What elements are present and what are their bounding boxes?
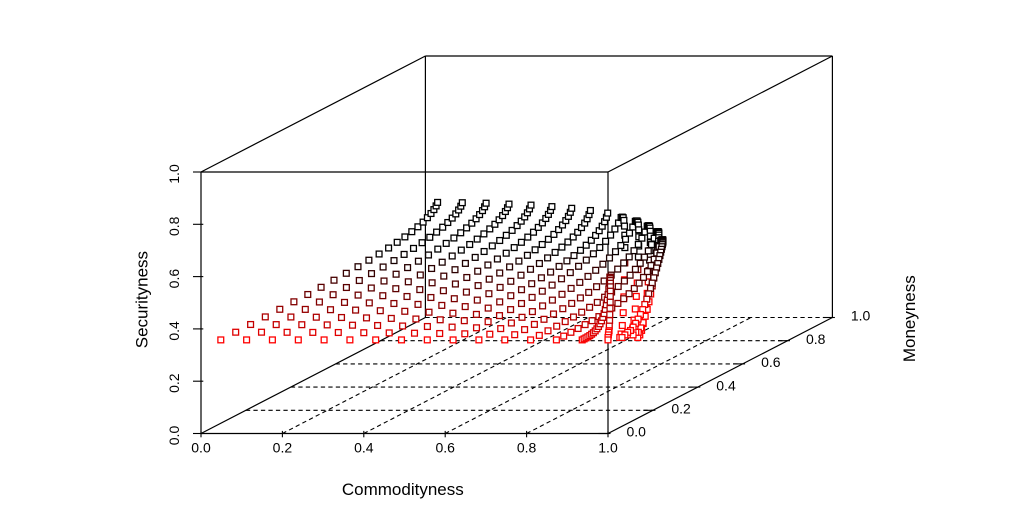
- svg-text:0.2: 0.2: [671, 401, 691, 417]
- svg-text:0.6: 0.6: [761, 354, 781, 370]
- svg-text:0.0: 0.0: [626, 424, 646, 440]
- svg-text:1.0: 1.0: [598, 439, 618, 455]
- svg-text:0.6: 0.6: [435, 439, 455, 455]
- svg-text:1.0: 1.0: [851, 308, 871, 324]
- svg-text:0.8: 0.8: [806, 331, 826, 347]
- svg-text:0.8: 0.8: [517, 439, 537, 455]
- svg-text:0.4: 0.4: [716, 377, 736, 393]
- svg-text:0.2: 0.2: [273, 439, 293, 455]
- svg-text:0.0: 0.0: [166, 426, 182, 446]
- svg-text:0.6: 0.6: [166, 269, 182, 289]
- svg-text:Commodityness: Commodityness: [342, 480, 464, 499]
- svg-text:1.0: 1.0: [166, 164, 182, 184]
- svg-text:Moneyness: Moneyness: [900, 275, 919, 362]
- svg-text:0.4: 0.4: [166, 321, 182, 341]
- svg-text:0.0: 0.0: [191, 439, 211, 455]
- svg-text:0.2: 0.2: [166, 373, 182, 393]
- svg-text:Securityness: Securityness: [133, 251, 152, 348]
- svg-text:0.8: 0.8: [166, 216, 182, 236]
- svg-text:0.4: 0.4: [354, 439, 374, 455]
